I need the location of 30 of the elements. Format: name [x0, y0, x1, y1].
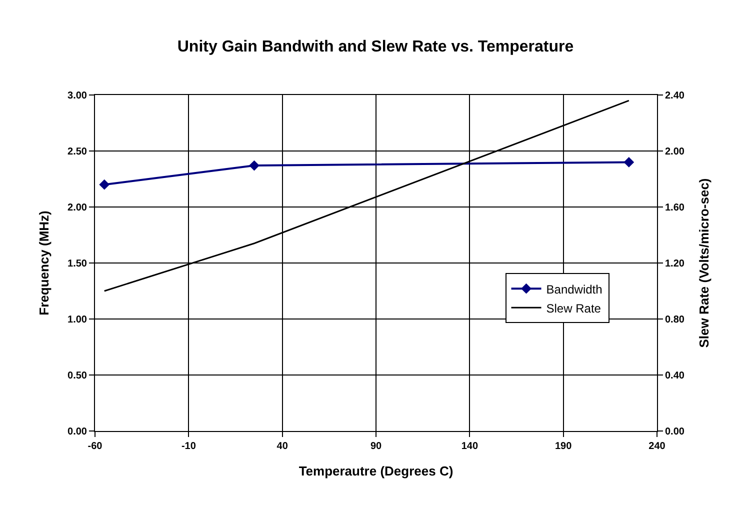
y-tick-label: 0.00	[68, 426, 88, 438]
x-tick-label: 90	[370, 441, 382, 452]
x-axis-title: Temperautre (Degrees C)	[298, 464, 454, 479]
x-tick-label: 40	[276, 441, 288, 452]
y2-tick-label: 2.00	[665, 146, 685, 158]
y2-tick-label: 0.00	[665, 426, 685, 438]
y-tick-label: 0.50	[68, 370, 88, 382]
y-tick-label: 3.00	[68, 90, 88, 102]
point	[249, 160, 260, 171]
point	[99, 179, 110, 190]
y2-tick-label: 1.20	[665, 258, 685, 270]
y2-tick-label: 1.60	[665, 202, 685, 214]
x-tick-label: 240	[648, 441, 666, 452]
x-tick-label: 190	[554, 441, 572, 452]
y2-axis-title: Slew Rate (Volts/micro-sec)	[696, 178, 712, 348]
x-tick-label: -60	[88, 441, 103, 452]
x-tick-label: 140	[461, 441, 478, 452]
x-tick-label: -10	[181, 441, 196, 452]
y-tick-label: 1.00	[68, 314, 88, 326]
y2-tick-label: 0.40	[665, 370, 685, 382]
y-tick-label: 2.50	[68, 146, 88, 158]
y2-tick-label: 0.80	[665, 314, 685, 326]
legend-label: Slew Rate	[546, 301, 602, 316]
point	[624, 157, 634, 168]
chart-title: Unity Gain Bandwith and Slew Rate vs. Temperature	[177, 38, 574, 56]
y-tick-label: 2.00	[68, 202, 88, 214]
y-axis-title: Frequency (MHz)	[36, 210, 52, 316]
y2-tick-label: 2.40	[665, 90, 685, 102]
legend-label: Bandwidth	[546, 282, 602, 296]
y-tick-label: 1.50	[68, 258, 88, 270]
